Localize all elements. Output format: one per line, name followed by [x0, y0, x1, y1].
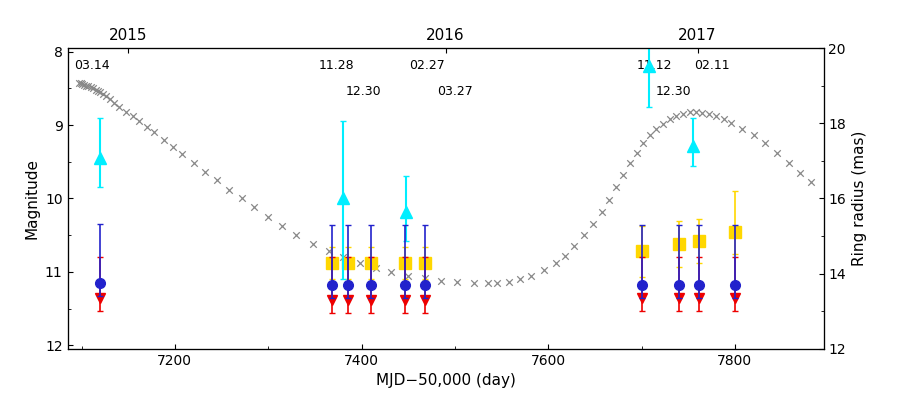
Point	[709, 113, 724, 119]
Text: 11.12: 11.12	[637, 59, 672, 72]
Point	[636, 140, 651, 147]
Point	[683, 109, 698, 115]
Point	[643, 132, 657, 139]
Point	[336, 254, 350, 260]
Point	[449, 279, 464, 286]
Point	[735, 126, 750, 132]
Point	[166, 144, 180, 150]
Point	[126, 113, 140, 119]
Point	[805, 179, 819, 186]
Point	[595, 209, 609, 215]
Point	[79, 82, 94, 89]
Point	[558, 253, 572, 259]
Point	[157, 137, 171, 143]
Point	[609, 184, 624, 191]
Point	[782, 160, 796, 166]
Point	[221, 186, 236, 193]
Text: 03.14: 03.14	[74, 59, 110, 72]
Text: 02.11: 02.11	[694, 59, 729, 72]
Point	[81, 83, 95, 89]
Point	[210, 177, 224, 183]
Point	[675, 111, 689, 117]
Point	[186, 160, 201, 166]
Point	[490, 279, 504, 286]
Point	[524, 272, 538, 279]
Point	[95, 90, 110, 97]
Text: 12.30: 12.30	[655, 85, 691, 98]
Point	[368, 265, 382, 271]
Point	[261, 214, 275, 220]
Point	[247, 204, 261, 211]
Point	[107, 100, 122, 106]
Point	[586, 221, 600, 227]
Point	[99, 93, 113, 99]
Point	[235, 195, 249, 202]
Point	[84, 84, 98, 90]
Text: 11.28: 11.28	[319, 59, 355, 72]
Point	[688, 109, 703, 115]
Point	[74, 80, 88, 87]
Point	[401, 272, 416, 279]
Point	[91, 87, 105, 94]
Point	[724, 120, 738, 126]
Point	[93, 89, 107, 95]
Point	[418, 275, 432, 281]
Point	[513, 276, 527, 282]
Point	[701, 111, 716, 117]
Point	[147, 129, 161, 136]
Point	[466, 279, 481, 286]
Point	[770, 150, 784, 156]
Point	[88, 87, 103, 93]
Point	[649, 126, 663, 132]
Point	[140, 124, 154, 130]
Point	[716, 116, 731, 122]
Point	[623, 160, 637, 166]
Point	[746, 132, 760, 139]
Point	[601, 197, 616, 203]
Point	[77, 81, 92, 88]
Point	[576, 232, 590, 238]
Point	[321, 248, 336, 255]
Point	[275, 223, 290, 230]
Point	[176, 151, 190, 158]
X-axis label: MJD−50,000 (day): MJD−50,000 (day)	[375, 373, 516, 388]
Point	[536, 267, 551, 273]
Point	[656, 120, 670, 127]
Y-axis label: Ring radius (mas): Ring radius (mas)	[851, 131, 867, 266]
Point	[289, 232, 303, 238]
Point	[384, 269, 399, 275]
Point	[616, 172, 630, 178]
Point	[662, 116, 677, 122]
Point	[793, 170, 807, 176]
Point	[76, 81, 90, 87]
Point	[434, 277, 448, 284]
Text: 12.30: 12.30	[346, 85, 382, 98]
Point	[758, 140, 772, 147]
Point	[103, 96, 117, 103]
Point	[71, 79, 86, 86]
Text: 03.27: 03.27	[437, 85, 472, 98]
Point	[548, 260, 562, 266]
Point	[630, 150, 644, 156]
Point	[306, 241, 320, 247]
Y-axis label: Magnitude: Magnitude	[24, 158, 40, 239]
Point	[695, 109, 709, 116]
Point	[86, 85, 100, 92]
Point	[481, 279, 495, 286]
Point	[502, 279, 517, 286]
Point	[112, 103, 126, 110]
Point	[132, 118, 147, 125]
Point	[669, 113, 683, 119]
Point	[353, 260, 367, 266]
Point	[197, 169, 211, 175]
Text: 02.27: 02.27	[410, 59, 445, 72]
Point	[119, 109, 133, 115]
Point	[567, 243, 581, 249]
